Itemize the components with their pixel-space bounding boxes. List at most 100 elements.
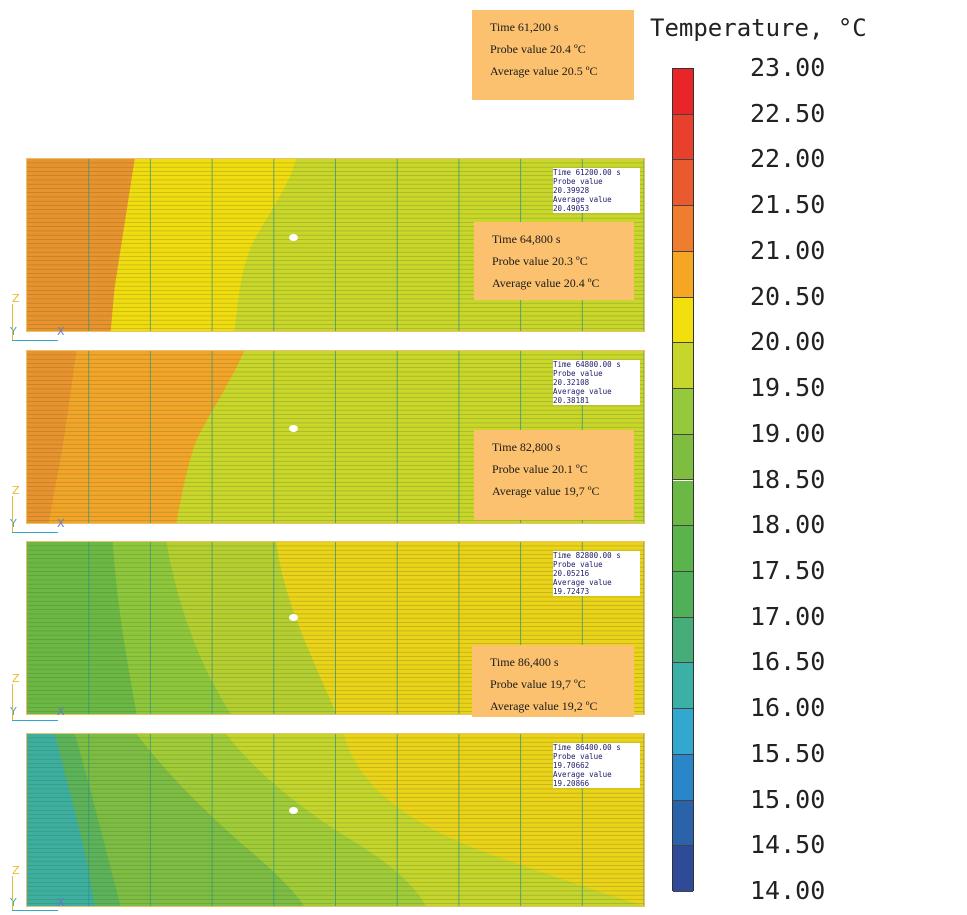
readout-time: Time 82800.00 s [553, 551, 621, 560]
axis-y-label: Y [10, 896, 17, 909]
colorbar-segment [673, 206, 693, 252]
readout-time: Time 61200.00 s [553, 168, 621, 177]
readout-average-label: Average value [553, 387, 612, 396]
callout-probe: Probe value 19,7 ºC [490, 677, 586, 691]
simulation-readout: Time 64800.00 s Probe value 20.32108 Ave… [553, 360, 640, 405]
colorbar-tick-label: 20.50 [750, 281, 826, 311]
readout-time: Time 86400.00 s [553, 743, 621, 752]
probe-point [289, 425, 298, 432]
axis-y-label: Y [10, 705, 17, 718]
readout-average-value: 20.49053 [553, 204, 590, 213]
readout-average-value: 19.20866 [553, 779, 590, 788]
colorbar-tick-label: 18.50 [750, 464, 826, 494]
callout-time: Time 86,400 s [490, 655, 559, 669]
callout-average: Average value 20.4 ºC [492, 276, 600, 290]
axis-y-label: Y [10, 517, 17, 530]
axis-x-label: X [57, 896, 65, 909]
colorbar-segment [673, 251, 693, 298]
callout-average: Average value 19,2 ºC [490, 699, 598, 713]
callout-time: Time 64,800 s [492, 232, 561, 246]
contour-panel-86400: Time 86400.00 s Probe value 19.70662 Ave… [26, 733, 645, 907]
colorbar-tick-label: 22.00 [750, 144, 826, 174]
colorbar-segment [673, 526, 693, 572]
readout-probe-label: Probe value [553, 177, 603, 186]
callout-86400: Time 86,400 s Probe value 19,7 ºC Averag… [472, 645, 634, 717]
colorbar-segment [673, 800, 693, 847]
probe-point [289, 234, 298, 241]
readout-probe-label: Probe value [553, 369, 603, 378]
colorbar-tick-label: 23.00 [750, 53, 826, 82]
contour-panel-82800: Time 82800.00 s Probe value 20.05216 Ave… [26, 541, 645, 715]
colorbar-segment [673, 343, 693, 390]
callout-64800: Time 64,800 s Probe value 20.3 ºC Averag… [474, 222, 634, 300]
colorbar-tick-label: 17.50 [750, 555, 826, 585]
colorbar-tick-label: 17.00 [750, 601, 826, 631]
colorbar-segment [673, 846, 693, 892]
axis-z-line [12, 496, 13, 532]
readout-average-label: Average value [553, 770, 612, 779]
colorbar-segment [673, 434, 693, 481]
readout-probe-value: 20.32108 [553, 378, 590, 387]
axis-x-label: X [57, 325, 65, 338]
readout-average-value: 19.72473 [553, 587, 590, 596]
colorbar-segment [673, 69, 693, 115]
colorbar-segment [673, 617, 693, 664]
axis-z-label: Z [12, 864, 20, 877]
readout-average-label: Average value [553, 195, 612, 204]
colorbar-tick-label: 19.50 [750, 373, 826, 403]
axis-z-line [12, 304, 13, 340]
colorbar-title: Temperature, °C [650, 14, 867, 42]
contour-plot-86400 [27, 734, 644, 906]
colorbar-tick-label: 15.50 [750, 738, 826, 768]
colorbar-tick-label: 19.00 [750, 418, 826, 448]
colorbar-tick-label: 20.00 [750, 327, 826, 357]
callout-time: Time 61,200 s [490, 20, 559, 34]
colorbar-segment [673, 160, 693, 207]
axis-y-line [12, 532, 58, 533]
axis-x-label: X [57, 517, 65, 530]
simulation-readout: Time 86400.00 s Probe value 19.70662 Ave… [553, 743, 640, 788]
colorbar-tick-label: 22.50 [750, 98, 826, 128]
callout-82800: Time 82,800 s Probe value 20.1 ºC Averag… [474, 430, 634, 520]
colorbar-tick-label: 16.50 [750, 647, 826, 677]
colorbar-segment [673, 754, 693, 801]
colorbar-segment [673, 114, 693, 161]
readout-average-value: 20.38181 [553, 396, 590, 405]
colorbar-tick-label: 14.00 [750, 876, 826, 905]
callout-61200: Time 61,200 s Probe value 20.4 ºC Averag… [472, 10, 634, 100]
readout-probe-value: 19.70662 [553, 761, 590, 770]
axis-x-label: X [57, 705, 65, 718]
probe-point [289, 614, 298, 621]
axis-y-line [12, 340, 58, 341]
contour-plot-61200 [27, 159, 644, 331]
colorbar-segment [673, 571, 693, 618]
colorbar-tick-label: 18.00 [750, 510, 826, 540]
colorbar-tick-label: 14.50 [750, 830, 826, 860]
readout-probe-label: Probe value [553, 560, 603, 569]
axis-z-label: Z [12, 484, 20, 497]
callout-average: Average value 20.5 ºC [490, 64, 598, 78]
colorbar-segment [673, 297, 693, 344]
callout-time: Time 82,800 s [492, 440, 561, 454]
callout-average: Average value 19,7 ºC [492, 484, 600, 498]
readout-average-label: Average value [553, 578, 612, 587]
axis-y-line [12, 910, 58, 911]
axis-y-line [12, 720, 58, 721]
axis-z-line [12, 684, 13, 720]
colorbar-tick-label: 15.00 [750, 784, 826, 814]
colorbar-segment [673, 709, 693, 755]
callout-probe: Probe value 20.3 ºC [492, 254, 588, 268]
readout-time: Time 64800.00 s [553, 360, 621, 369]
probe-point [289, 807, 298, 814]
colorbar-tick-label: 21.50 [750, 190, 826, 220]
simulation-readout: Time 61200.00 s Probe value 20.39928 Ave… [553, 168, 640, 213]
callout-probe: Probe value 20.4 ºC [490, 42, 586, 56]
axis-z-line [12, 876, 13, 911]
readout-probe-value: 20.05216 [553, 569, 590, 578]
colorbar-segment [673, 480, 693, 527]
colorbar-segment [673, 389, 693, 435]
axis-z-label: Z [12, 672, 20, 685]
axis-y-label: Y [10, 325, 17, 338]
readout-probe-value: 20.39928 [553, 186, 590, 195]
colorbar-segment [673, 663, 693, 710]
